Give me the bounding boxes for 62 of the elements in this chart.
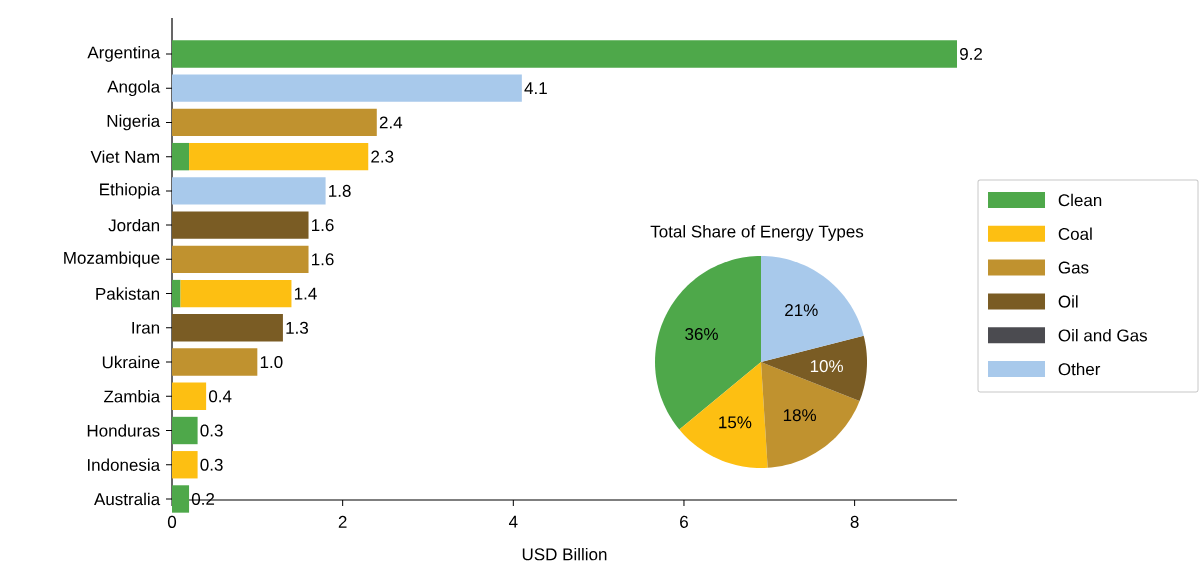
legend-label: Gas: [1058, 261, 1089, 274]
total-label: 2.3: [371, 150, 394, 163]
bar: [172, 108, 377, 137]
total-label: 0.3: [200, 424, 223, 437]
chart-title: Total Share of Energy Types: [650, 225, 864, 241]
bar: [172, 382, 207, 410]
x-tick-label: 6: [680, 515, 688, 528]
y-tick-label: Indonesia: [87, 458, 161, 471]
x-axis-title: USD Billion: [522, 547, 607, 561]
bar: [172, 416, 198, 445]
total-label: 1.6: [312, 253, 334, 266]
bar: [172, 74, 522, 102]
y-tick-label: Argentina: [87, 46, 161, 62]
data-label: 36%: [685, 327, 718, 341]
bar: [172, 451, 198, 479]
bar: [172, 279, 181, 308]
legend-label: Coal: [1058, 227, 1092, 241]
x-tick-label: 8: [850, 515, 859, 528]
y-tick-label: Pakistan: [96, 287, 160, 300]
bar: [172, 245, 309, 274]
bar: [172, 142, 190, 171]
bar: [172, 177, 326, 205]
y-tick-label: Mozambique: [64, 251, 160, 268]
bar: [172, 348, 258, 376]
legend-label: Clean: [1058, 193, 1102, 207]
x-tick-label: 4: [508, 515, 518, 528]
x-tick-label: 2: [338, 515, 347, 528]
y-tick-label: Viet Nam: [90, 150, 159, 163]
bar: [172, 211, 309, 239]
data-label: 10%: [810, 360, 843, 373]
y-tick-label: Australia: [94, 492, 161, 506]
y-tick-label: Jordan: [108, 218, 160, 232]
legend-label: Oil and Gas: [1058, 328, 1148, 342]
data-label: 18%: [783, 409, 817, 422]
legend-label: Other: [1058, 362, 1101, 376]
data-label: 21%: [785, 304, 818, 317]
total-label: 2.4: [379, 116, 403, 129]
total-label: 1.6: [312, 219, 334, 232]
total-label: 0.3: [200, 458, 223, 471]
y-tick-label: Ukraine: [102, 355, 160, 369]
y-tick-label: Ethiopia: [100, 182, 161, 199]
total-label: 4.1: [524, 82, 547, 95]
total-label: 0.2: [191, 492, 215, 505]
total-label: 0.4: [208, 390, 232, 403]
bar: [189, 142, 369, 171]
total-label: 1.4: [294, 287, 317, 300]
total-label: 1.3: [286, 321, 309, 334]
y-tick-label: Zambia: [103, 390, 161, 403]
y-tick-label: Iran: [132, 321, 160, 334]
bar: [180, 279, 292, 308]
bar: [172, 314, 283, 342]
legend-label: Oil: [1058, 295, 1078, 308]
total-label: 1.8: [329, 184, 351, 197]
y-tick-label: Angola: [107, 80, 161, 97]
total-label: 1.0: [260, 356, 283, 369]
x-tick-label: 0: [167, 515, 177, 528]
total-label: 9.2: [960, 47, 982, 60]
y-tick-label: Honduras: [87, 424, 160, 437]
y-tick-label: Nigeria: [107, 114, 161, 131]
bar: [172, 40, 958, 68]
bar: [172, 485, 190, 513]
data-label: 15%: [719, 416, 752, 429]
